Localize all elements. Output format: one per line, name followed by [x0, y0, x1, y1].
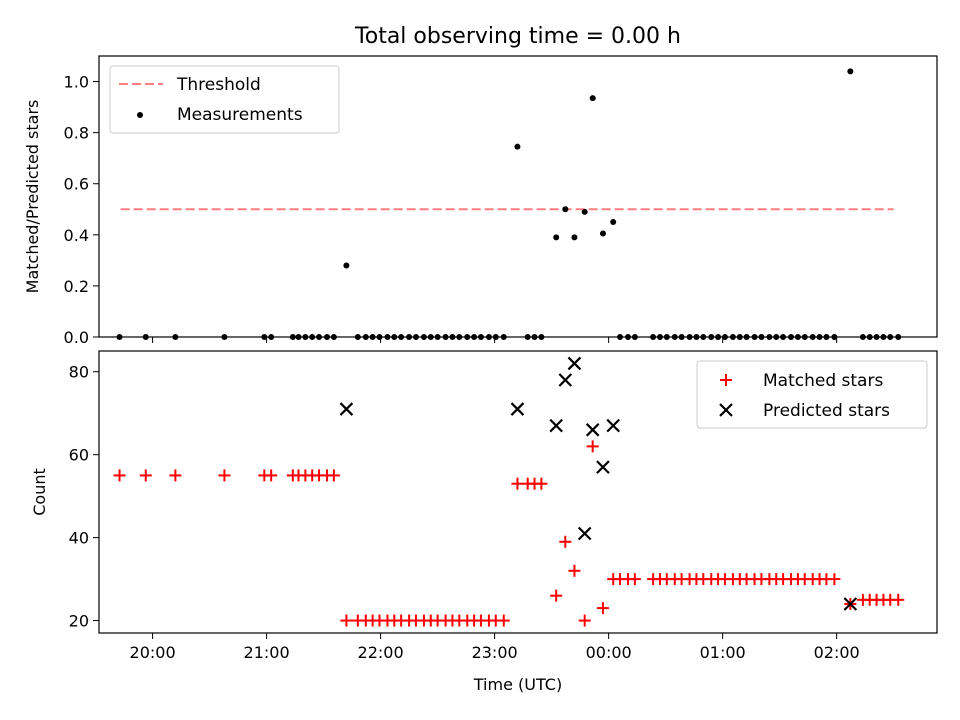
measurement-point: [589, 95, 596, 102]
x-tick-label: 01:00: [700, 643, 746, 662]
predicted-star-stroke: [577, 526, 592, 541]
x-tick-label: 22:00: [358, 643, 404, 662]
predicted-star-stroke: [585, 423, 600, 437]
predicted-star-stroke: [558, 373, 573, 387]
x-tick-label: 20:00: [130, 643, 176, 662]
matched-star-point: [218, 469, 231, 482]
x-axis-label: Time (UTC): [473, 675, 562, 694]
legend-predicted-swatch: [719, 403, 733, 417]
y-tick-label: 0.0: [64, 328, 89, 347]
chart-title: Total observing time = 0.00 h: [354, 24, 681, 49]
legend-measurement-label: Measurements: [177, 105, 303, 125]
legend: Threshold Measurements: [109, 65, 340, 134]
axes-frame: [98, 350, 938, 634]
y-tick-label: 0.8: [64, 124, 89, 143]
predicted-star-stroke: [567, 356, 582, 371]
predicted-star-point: [339, 402, 354, 416]
matched-star-point: [586, 440, 599, 453]
legend-box: [109, 65, 340, 134]
y-tick-label: 80: [69, 363, 89, 382]
predicted-star-point: [510, 402, 525, 416]
y-axis-label: Count: [30, 468, 49, 516]
matched-star-point: [340, 614, 353, 627]
measurement-point: [581, 208, 588, 215]
axes-frame: [98, 55, 938, 338]
matched-star-point: [828, 573, 841, 586]
top-panel: 0.0 0.2 0.4 0.6 0.8 1.0 Matched/Predicted star…: [23, 55, 938, 347]
x-tick-label: 00:00: [586, 643, 632, 662]
matched-star-point: [596, 602, 609, 615]
matched-star-point: [578, 614, 591, 627]
matched-star-point: [327, 469, 340, 482]
legend-box: [696, 360, 928, 429]
predicted-star-point: [567, 356, 582, 371]
predicted-star-stroke: [510, 402, 525, 416]
bottom-panel: 20 40 60 80 20:00 21:00 22:00 23:00 00:00 01:00 02…: [30, 350, 938, 694]
legend: Matched stars Predicted stars: [696, 360, 928, 429]
legend-measurement-swatch: [137, 112, 143, 118]
measurement-point: [571, 234, 578, 241]
y-tick-label: 60: [69, 446, 89, 465]
measurement-point: [610, 219, 617, 226]
legend-predicted-label: Predicted stars: [763, 401, 890, 421]
measurement-point: [514, 143, 521, 150]
matched-star-point: [550, 589, 563, 602]
measurement-point: [343, 262, 350, 269]
y-tick-label: 0.4: [64, 226, 89, 245]
measurement-point: [599, 230, 606, 237]
matched-star-point: [139, 469, 152, 482]
predicted-star-point: [549, 418, 563, 433]
predicted-star-point: [585, 423, 600, 437]
predicted-star-stroke: [606, 418, 620, 433]
predicted-star-stroke: [596, 460, 610, 474]
y-axis-label: Matched/Predicted stars: [23, 100, 42, 294]
predicted-star-stroke: [843, 597, 858, 611]
measurement-point: [847, 68, 854, 75]
legend-threshold-label: Threshold: [176, 75, 261, 95]
matched-star-point: [892, 593, 905, 606]
y-tick-label: 0.6: [64, 175, 89, 194]
y-tick-label: 0.2: [64, 277, 89, 296]
y-tick-label: 40: [69, 529, 89, 548]
predicted-star-point: [843, 597, 858, 611]
predicted-star-stroke: [549, 418, 563, 433]
matched-star-point: [535, 477, 548, 490]
matched-star-point: [265, 469, 278, 482]
y-tick-label: 20: [69, 612, 89, 631]
predicted-star-stroke: [339, 402, 354, 416]
matched-star-point: [497, 614, 510, 627]
predicted-star-point: [558, 373, 573, 387]
y-tick-label: 1.0: [64, 73, 89, 92]
x-tick-label: 23:00: [472, 643, 518, 662]
predicted-star-point: [596, 460, 610, 474]
legend-matched-label: Matched stars: [763, 371, 883, 391]
matched-star-point: [169, 469, 182, 482]
x-tick-label: 02:00: [814, 643, 860, 662]
matched-star-point: [568, 564, 581, 577]
matched-star-point: [511, 477, 524, 490]
measurement-point: [553, 234, 560, 241]
measurement-point: [562, 206, 569, 213]
predicted-star-point: [606, 418, 620, 433]
x-tick-label: 21:00: [244, 643, 290, 662]
matched-star-point: [113, 469, 126, 482]
matched-star-point: [559, 535, 572, 548]
predicted-star-point: [577, 526, 592, 541]
matched-star-point: [628, 573, 641, 586]
